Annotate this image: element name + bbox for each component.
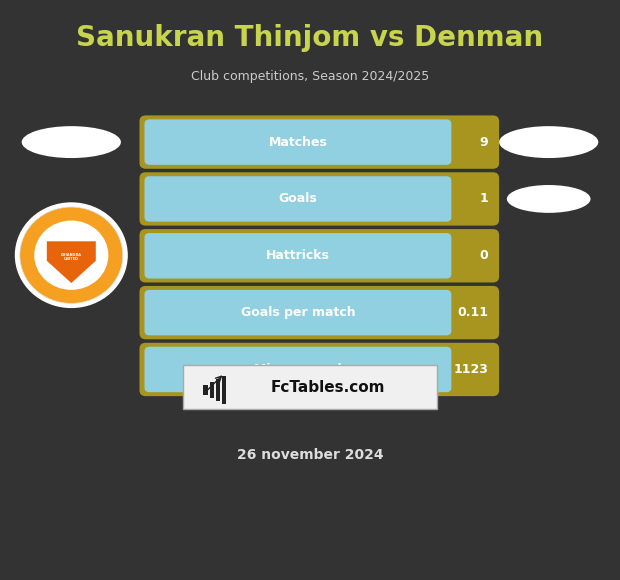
Circle shape — [20, 207, 123, 303]
Ellipse shape — [499, 126, 598, 158]
Text: Sanukran Thinjom vs Denman: Sanukran Thinjom vs Denman — [76, 24, 544, 52]
FancyBboxPatch shape — [140, 286, 499, 339]
FancyBboxPatch shape — [140, 343, 499, 396]
Circle shape — [16, 203, 127, 307]
FancyBboxPatch shape — [144, 290, 451, 335]
Text: 9: 9 — [479, 136, 488, 148]
Ellipse shape — [22, 126, 121, 158]
Ellipse shape — [507, 185, 591, 213]
FancyBboxPatch shape — [183, 365, 437, 409]
Polygon shape — [46, 241, 96, 283]
Text: Club competitions, Season 2024/2025: Club competitions, Season 2024/2025 — [191, 70, 429, 83]
Text: 1123: 1123 — [453, 363, 488, 376]
Text: Goals per match: Goals per match — [241, 306, 355, 319]
Text: 0.11: 0.11 — [457, 306, 488, 319]
Text: Goals: Goals — [278, 193, 317, 205]
Text: Min per goal: Min per goal — [254, 363, 342, 376]
FancyBboxPatch shape — [144, 176, 451, 222]
FancyBboxPatch shape — [140, 115, 499, 169]
FancyBboxPatch shape — [144, 347, 451, 392]
FancyBboxPatch shape — [203, 385, 208, 396]
FancyBboxPatch shape — [144, 119, 451, 165]
Text: Matches: Matches — [268, 136, 327, 148]
FancyBboxPatch shape — [216, 379, 220, 401]
Text: Hattricks: Hattricks — [266, 249, 330, 262]
Text: 0: 0 — [479, 249, 488, 262]
FancyBboxPatch shape — [140, 229, 499, 282]
Text: FcTables.com: FcTables.com — [270, 380, 385, 394]
FancyBboxPatch shape — [140, 172, 499, 226]
Text: 26 november 2024: 26 november 2024 — [237, 448, 383, 462]
Text: 1: 1 — [479, 193, 488, 205]
Circle shape — [34, 220, 108, 290]
FancyBboxPatch shape — [210, 382, 214, 398]
FancyBboxPatch shape — [144, 233, 451, 278]
Text: CHIANGRA
UNITED: CHIANGRA UNITED — [61, 252, 82, 261]
FancyBboxPatch shape — [222, 376, 226, 404]
